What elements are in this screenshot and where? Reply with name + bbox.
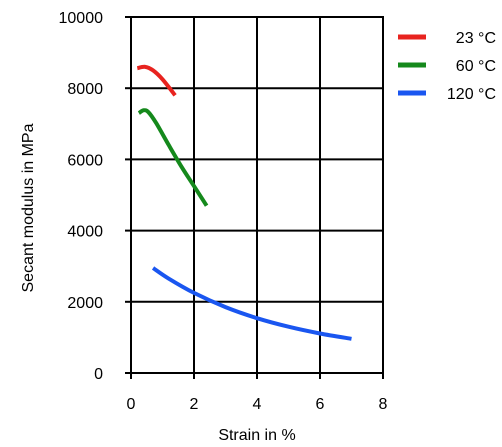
series-line-0 bbox=[136, 64, 177, 97]
y-tick-label: 6000 bbox=[67, 152, 103, 169]
x-tick-label: 6 bbox=[316, 396, 325, 413]
x-tick-label: 8 bbox=[379, 396, 388, 413]
legend: 23 °C 60 °C 120 °C bbox=[398, 30, 496, 103]
legend-label-0: 23 °C bbox=[456, 30, 496, 47]
y-tick-label: 2000 bbox=[67, 295, 103, 312]
y-tick-label: 8000 bbox=[67, 81, 103, 98]
legend-label-1: 60 °C bbox=[456, 58, 496, 75]
series-layer bbox=[136, 64, 352, 341]
series-line-1 bbox=[137, 108, 209, 207]
x-tick-label: 0 bbox=[127, 396, 136, 413]
x-tick-label: 4 bbox=[253, 396, 262, 413]
x-tick-label: 2 bbox=[190, 396, 199, 413]
y-tick-label: 0 bbox=[94, 366, 103, 383]
legend-label-2: 120 °C bbox=[447, 86, 496, 103]
y-tick-label: 4000 bbox=[67, 224, 103, 241]
y-axis-title: Secant modulus in MPa bbox=[20, 123, 37, 292]
axis-layer: 0 2 4 6 8 0 2000 4000 6000 8000 10000 bbox=[59, 10, 388, 413]
x-axis-title: Strain in % bbox=[218, 427, 295, 444]
grid-layer bbox=[131, 17, 383, 373]
y-tick-label: 10000 bbox=[59, 10, 104, 27]
series-line-2 bbox=[151, 266, 352, 341]
